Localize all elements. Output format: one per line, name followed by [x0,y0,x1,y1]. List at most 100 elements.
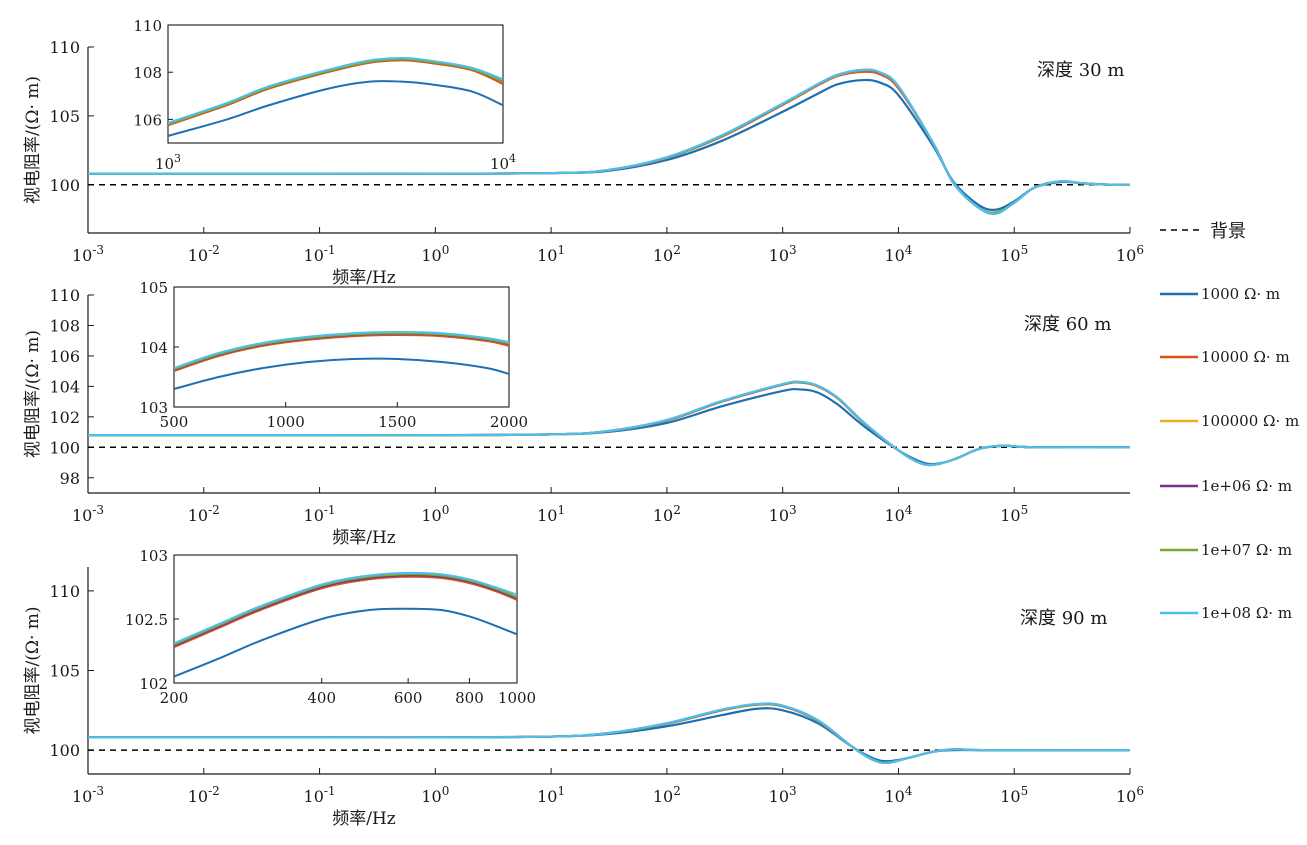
legend-label-1: 1000 Ω· m [1201,285,1280,303]
inset-series-line-2 [174,575,517,649]
y-tick-label: 100 [49,438,80,457]
y-tick-label: 98 [60,469,80,488]
chart-panel-2: 10-3 10-2 10-1 100 101 102 103 104 105 98 100 102 10… [23,279,1131,548]
inset-series-line-5 [174,573,517,646]
y-tick-label: 104 [49,377,80,396]
x-axis-label: 频率/Hz [332,809,396,829]
x-tick-label: 102 [653,503,681,525]
y-tick-label: 100 [49,741,80,760]
legend-label-6: 1e+08 Ω· m [1201,604,1292,622]
inset-series-line-1 [168,80,503,137]
series-line-6 [88,68,1131,216]
inset-chart: 102 102.5 103 200 400 600 800 1000 [125,547,536,707]
x-tick-label: 103 [769,243,797,265]
legend-label-5: 1e+07 Ω· m [1201,541,1292,559]
inset-series-line-6 [174,571,517,645]
x-tick-label: 103 [769,784,797,806]
y-tick-label: 105 [49,662,80,681]
inset-series-line-5 [174,332,509,371]
x-tick-label: 103 [769,503,797,525]
x-tick-label: 10-3 [72,243,104,265]
inset-y-tick-label: 102.5 [125,611,168,629]
y-tick-label: 110 [49,38,80,57]
x-tick-label: 100 [421,503,449,525]
inset-lines [174,330,509,390]
legend-label-background: 背景 [1210,221,1246,242]
x-tick-label: 10-1 [304,243,336,265]
legend-label-2: 10000 Ω· m [1201,348,1290,366]
y-axis-label: 视电阻率/(Ω· m) [23,330,43,458]
depth-annotation: 深度 30 m [1037,60,1124,81]
inset-x-tick-label: 500 [160,413,189,431]
x-axis-label: 频率/Hz [332,268,396,288]
inset-series-line-4 [174,574,517,647]
x-tick-label: 105 [1000,503,1028,525]
inset-chart: 106 108 110 103 104 [133,17,516,173]
x-tick-label: 101 [537,784,565,806]
y-axis-label: 视电阻率/(Ω· m) [23,606,43,734]
inset-y-tick-label: 106 [133,111,162,129]
inset-chart: 103 104 105 500 1000 1500 2000 [139,279,528,431]
inset-lines [168,57,503,137]
x-tick-label: 104 [884,243,912,265]
y-tick-label: 106 [49,347,80,366]
x-tick-label: 104 [884,503,912,525]
y-axis-label: 视电阻率/(Ω· m) [23,76,43,204]
inset-x-tick-label: 400 [307,689,336,707]
x-tick-label: 102 [653,784,681,806]
inset-series-line-6 [168,57,503,124]
inset-series-line-1 [174,607,517,678]
y-tick-label: 100 [49,176,80,195]
inset-y-tick-label: 110 [133,17,162,35]
x-tick-label: 100 [421,784,449,806]
series-line-1 [88,707,1130,763]
legend: 背景 1000 Ω· m 10000 Ω· m 100000 Ω· m 1e+06 Ω… [1160,221,1299,622]
x-tick-label: 102 [653,243,681,265]
x-tick-label: 10-2 [188,243,220,265]
x-tick-label: 104 [884,784,912,806]
inset-x-tick-label: 1000 [498,689,536,707]
inset-x-tick-label: 1500 [378,413,416,431]
inset-y-tick-label: 108 [133,64,162,82]
x-tick-label: 10-1 [304,503,336,525]
series-line-6 [88,380,1131,467]
x-tick-label: 10-2 [188,503,220,525]
inset-frame [173,554,518,684]
inset-lines [174,571,517,678]
y-tick-label: 105 [49,107,80,126]
x-axis-label: 频率/Hz [332,528,396,548]
inset-x-tick-label: 2000 [490,413,528,431]
inset-x-tick-label: 200 [160,689,189,707]
inset-series-line-2 [174,333,509,372]
inset-series-line-5 [168,58,503,126]
y-tick-label: 110 [49,582,80,601]
x-tick-label: 106 [1116,243,1144,265]
inset-frame [173,286,510,408]
inset-series-line-6 [174,330,509,369]
depth-annotation: 深度 90 m [1020,608,1107,629]
legend-label-4: 1e+06 Ω· m [1201,477,1292,495]
y-tick-label: 108 [49,316,80,335]
inset-y-tick-label: 103 [139,399,168,417]
x-tick-label: 10-3 [72,503,104,525]
x-tick-label: 101 [537,243,565,265]
inset-x-tick-label: 104 [490,152,516,173]
x-tick-label: 105 [1000,784,1028,806]
inset-y-tick-label: 102 [139,675,168,693]
y-tick-label: 102 [49,408,80,427]
inset-series-line-2 [168,59,503,127]
inset-x-tick-label: 1000 [267,413,305,431]
inset-y-tick-label: 105 [139,279,168,297]
inset-x-tick-label: 800 [455,689,484,707]
inset-y-tick-label: 104 [139,339,168,357]
chart-panel-1: 10-3 10-2 10-1 100 101 102 103 104 105 106 100 105 1… [23,17,1144,288]
inset-frame [167,24,504,144]
x-tick-label: 100 [421,243,449,265]
x-tick-label: 106 [1116,784,1144,806]
inset-series-line-1 [174,357,509,390]
legend-label-3: 100000 Ω· m [1201,412,1299,430]
inset-x-tick-label: 103 [155,152,181,173]
x-tick-label: 105 [1000,243,1028,265]
inset-x-tick-label: 600 [394,689,423,707]
